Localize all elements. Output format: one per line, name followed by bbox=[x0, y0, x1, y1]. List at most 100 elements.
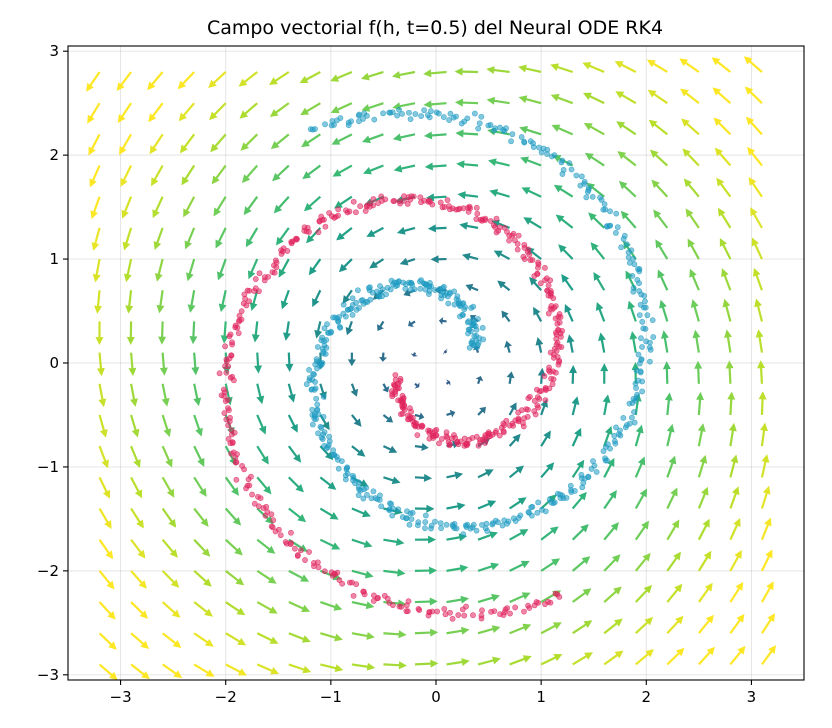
quiver-arrow bbox=[351, 632, 375, 640]
quiver-arrow bbox=[721, 268, 732, 291]
quiver-arrow bbox=[477, 625, 501, 635]
quiver-arrow bbox=[287, 445, 302, 463]
quiver-arrow bbox=[251, 321, 260, 343]
data-point bbox=[349, 295, 356, 302]
data-point bbox=[623, 241, 630, 248]
data-point bbox=[529, 503, 536, 510]
quiver-arrow bbox=[414, 628, 439, 637]
data-point bbox=[424, 112, 431, 119]
quiver-arrow bbox=[330, 70, 353, 82]
data-point bbox=[294, 553, 301, 559]
quiver-arrow bbox=[414, 504, 435, 513]
quiver-arrow bbox=[224, 507, 242, 526]
data-point bbox=[526, 393, 533, 400]
quiver-arrow bbox=[161, 383, 170, 407]
quiver-arrow bbox=[278, 258, 290, 278]
data-point bbox=[536, 144, 542, 151]
data-point bbox=[534, 402, 541, 409]
quiver-arrow bbox=[486, 66, 510, 75]
quiver-arrow bbox=[603, 650, 624, 666]
data-point bbox=[642, 298, 648, 305]
data-point bbox=[414, 432, 421, 439]
quiver-arrow bbox=[225, 663, 247, 676]
data-point bbox=[482, 434, 489, 441]
data-point bbox=[353, 209, 359, 216]
data-point bbox=[625, 254, 632, 261]
quiver-arrow bbox=[550, 93, 574, 105]
data-point bbox=[635, 266, 641, 272]
quiver-arrow bbox=[319, 538, 341, 550]
data-point bbox=[353, 581, 360, 588]
quiver-arrow bbox=[540, 462, 555, 479]
data-point bbox=[355, 492, 362, 499]
quiver-arrow bbox=[603, 522, 619, 541]
quiver-arrow bbox=[618, 180, 637, 198]
data-point bbox=[405, 412, 411, 419]
data-point bbox=[551, 499, 558, 506]
data-point bbox=[326, 210, 333, 216]
quiver-arrow bbox=[564, 303, 574, 322]
data-point bbox=[314, 401, 321, 408]
data-point bbox=[524, 413, 531, 420]
quiver-arrow bbox=[438, 316, 447, 325]
quiver-arrow bbox=[754, 298, 764, 322]
data-point bbox=[460, 300, 467, 307]
data-point bbox=[626, 420, 633, 427]
data-point bbox=[319, 436, 326, 443]
data-point bbox=[221, 410, 228, 416]
data-point bbox=[478, 113, 485, 120]
quiver-arrow bbox=[193, 632, 214, 647]
data-point bbox=[401, 406, 408, 413]
quiver-arrow bbox=[86, 71, 101, 92]
quiver-arrow bbox=[177, 71, 195, 90]
quiver-arrow bbox=[627, 300, 637, 322]
data-point bbox=[553, 348, 560, 354]
quiver-arrow bbox=[98, 445, 109, 469]
quiver-arrow bbox=[125, 290, 134, 314]
quiver-arrow bbox=[477, 593, 500, 604]
quiver-arrow bbox=[634, 488, 648, 510]
y-tick-label: 2 bbox=[49, 146, 59, 164]
data-point bbox=[638, 335, 644, 342]
quiver-arrow bbox=[728, 422, 737, 447]
quiver-arrow bbox=[87, 102, 101, 124]
data-point bbox=[422, 525, 428, 532]
data-point bbox=[313, 416, 319, 423]
quiver-arrow bbox=[540, 622, 562, 635]
quiver-arrow bbox=[662, 361, 671, 384]
quiver-arrow bbox=[509, 592, 531, 604]
data-point bbox=[226, 333, 233, 340]
data-point bbox=[357, 203, 364, 210]
quiver-arrow bbox=[130, 632, 150, 649]
quiver-arrow bbox=[254, 352, 263, 374]
data-point bbox=[388, 277, 395, 284]
data-point bbox=[312, 379, 318, 385]
data-point bbox=[515, 415, 522, 422]
data-point bbox=[349, 312, 356, 318]
data-point bbox=[350, 474, 357, 481]
quiver-arrow bbox=[331, 133, 353, 145]
data-point bbox=[535, 259, 542, 266]
quiver-arrow bbox=[666, 615, 684, 634]
data-point bbox=[559, 171, 566, 177]
data-point bbox=[249, 491, 256, 498]
data-point bbox=[397, 375, 404, 382]
data-point bbox=[629, 272, 636, 279]
quiver-arrow bbox=[130, 601, 149, 619]
quiver-arrow bbox=[751, 237, 763, 260]
quiver-arrow bbox=[455, 129, 479, 138]
quiver-arrow bbox=[382, 414, 394, 423]
data-point bbox=[488, 608, 495, 615]
quiver-arrow bbox=[602, 394, 611, 416]
quiver-arrow bbox=[446, 564, 469, 573]
quiver-arrow bbox=[571, 396, 580, 416]
data-point bbox=[470, 303, 477, 310]
data-point bbox=[551, 304, 557, 311]
quiver-arrow bbox=[98, 663, 118, 681]
data-point bbox=[321, 325, 328, 332]
quiver-arrow bbox=[130, 507, 144, 529]
quiver-arrow bbox=[269, 71, 290, 86]
quiver-arrow bbox=[540, 526, 559, 541]
quiver-arrow bbox=[477, 469, 494, 479]
data-point bbox=[607, 445, 614, 452]
